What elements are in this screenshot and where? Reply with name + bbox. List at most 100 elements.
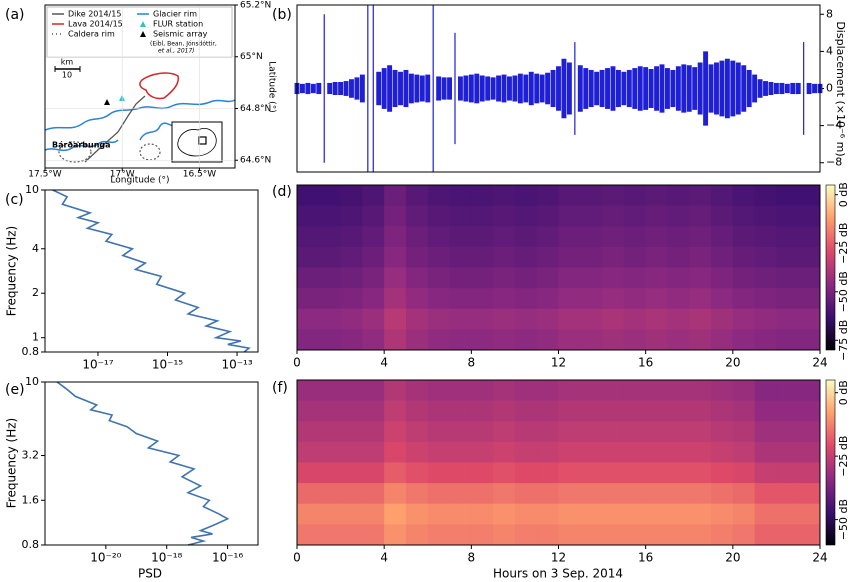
spectrogram-cell	[602, 400, 625, 422]
spectrogram-cell	[798, 380, 821, 402]
spectrogram-cell	[536, 524, 559, 546]
spectrogram-cell	[384, 380, 407, 402]
spectrogram-cell	[471, 421, 494, 443]
spectrogram-cell	[558, 246, 581, 268]
spectrogram-cell	[318, 503, 342, 525]
spectrogram-cell	[558, 400, 581, 422]
panel-label: (a)	[5, 7, 25, 23]
spectrogram-cell	[514, 441, 538, 463]
y-tick-label: −4	[826, 119, 842, 132]
spectrogram-cell	[471, 462, 494, 484]
spectrogram-cell	[297, 205, 320, 227]
spectrogram-cell	[471, 524, 494, 546]
spectrogram-cell	[471, 503, 494, 525]
spectrogram-cell	[405, 246, 429, 268]
spectrogram-cell	[732, 483, 756, 505]
spectrogram-cell	[667, 483, 690, 505]
colorbar-tick-label: −75 dB	[837, 320, 850, 361]
spectrogram-cell	[798, 205, 821, 227]
y-axis-label: Latitude (°)	[267, 61, 277, 112]
spectrogram-cell	[536, 503, 559, 525]
spectrogram-cell	[318, 246, 342, 268]
spectrogram-cell	[340, 483, 363, 505]
spectrogram-cell	[297, 421, 320, 443]
spectrogram-cell	[362, 246, 385, 268]
spectrogram-cell	[689, 246, 712, 268]
spectrogram-cell	[776, 205, 799, 227]
spectrogram-cell	[711, 288, 734, 310]
spectrogram-cell	[776, 421, 799, 443]
spectrogram-cell	[558, 288, 581, 310]
spectrogram-cell	[493, 308, 516, 330]
spectrogram-cell	[362, 288, 385, 310]
y-tick-label: 0	[826, 82, 833, 95]
spectrogram-cell	[732, 400, 756, 422]
spectrogram-cell	[645, 308, 668, 330]
spectrogram-cell	[623, 400, 647, 422]
spectrogram-cell	[776, 329, 799, 351]
spectrogram-cell	[623, 380, 647, 402]
y-tick-label: 65.2°N	[240, 1, 271, 11]
spectrogram-cell	[318, 329, 342, 351]
spectrogram-cell	[689, 421, 712, 443]
spectrogram-cell	[449, 400, 472, 422]
x-axis-label: PSD	[138, 567, 162, 581]
spectrogram-cell	[405, 503, 429, 525]
spectrogram-cell	[732, 205, 756, 227]
scale-unit: km	[61, 58, 74, 67]
spectrogram-cell	[689, 288, 712, 310]
axes-frame	[296, 379, 821, 546]
spectrogram-cell	[340, 308, 363, 330]
spectrogram-cell	[362, 185, 385, 207]
spectrogram-cell	[754, 483, 777, 505]
spectrogram-cell	[580, 421, 603, 443]
spectrogram-cell	[362, 226, 385, 248]
spectrogram-cell	[318, 400, 342, 422]
spectrogram-cell	[711, 503, 734, 525]
spectrogram-cell	[340, 380, 363, 402]
spectrogram-cell	[536, 329, 559, 351]
glacier-rim	[44, 139, 119, 152]
spectrogram-cell	[776, 267, 799, 289]
spectrogram-cell	[580, 267, 603, 289]
spectrogram-cell	[536, 441, 559, 463]
spectrogram-cell	[493, 288, 516, 310]
legend-label: Glacier rim	[153, 10, 197, 19]
spectrogram-cell	[776, 185, 799, 207]
spectrogram-cell	[798, 288, 821, 310]
spectrogram-cell	[645, 503, 668, 525]
spectrogram-cell	[732, 421, 756, 443]
spectrogram-cell	[711, 400, 734, 422]
spectrogram-cell	[732, 380, 756, 402]
spectrogram-cell	[645, 462, 668, 484]
spectrogram-cell	[362, 421, 385, 443]
spectrogram-cell	[384, 329, 407, 351]
spectrogram-cell	[667, 185, 690, 207]
spectrogram-cell	[623, 246, 647, 268]
spectrogram-cell	[732, 226, 756, 248]
spectrogram-cell	[667, 246, 690, 268]
spectrogram-cell	[732, 503, 756, 525]
spectrogram-cell	[340, 421, 363, 443]
spectrogram-cell	[384, 288, 407, 310]
spectrogram-cell	[493, 462, 516, 484]
x-tick-label: 10⁻¹⁸	[151, 551, 182, 565]
spectrogram-cell	[711, 246, 734, 268]
spectrogram-cell	[449, 462, 472, 484]
spectrogram-cell	[558, 308, 581, 330]
spectrogram-cell	[711, 524, 734, 546]
spectrogram-cell	[754, 288, 777, 310]
spectrogram-cell	[558, 329, 581, 351]
spectrogram-cell	[427, 288, 451, 310]
axes-frame	[44, 189, 259, 353]
spectrogram-cell	[471, 185, 494, 207]
spectrogram-cell	[580, 246, 603, 268]
y-tick-label: 65°N	[240, 52, 263, 62]
spectrogram-cell	[471, 483, 494, 505]
spectrogram-cell	[580, 441, 603, 463]
spectrogram-cell	[602, 462, 625, 484]
spectrogram-cell	[449, 226, 472, 248]
panel-label: (f)	[272, 380, 288, 396]
x-tick-label: 16	[638, 551, 653, 565]
spectrogram-cell	[754, 524, 777, 546]
